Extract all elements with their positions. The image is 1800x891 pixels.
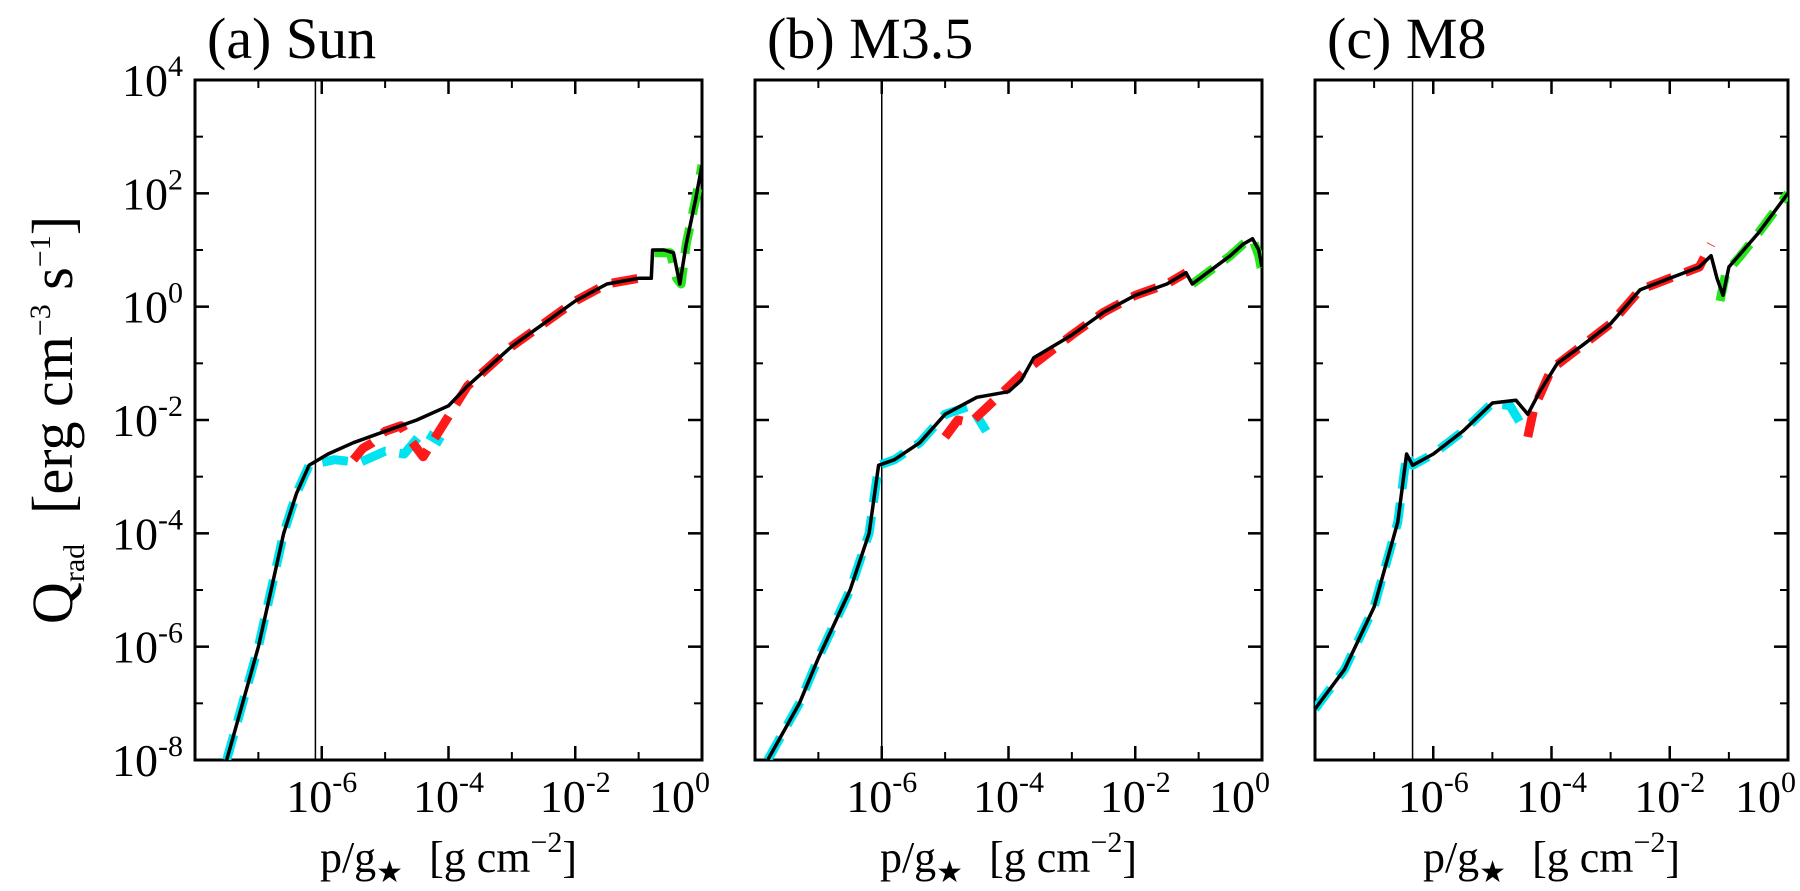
x-axis-title: p/g★ [g cm−2] (880, 826, 1137, 889)
x-tick-label: 10-6 (846, 766, 917, 822)
y-tick-label: 100 (122, 277, 183, 333)
x-tick-label: 100 (1209, 766, 1270, 822)
panel-sun: (a) Sun 10-8 10-6 10-4 10-2 100 102 104 10-6 10-4… (112, 6, 710, 889)
panel-title: (b) M3.5 (767, 6, 973, 71)
series-component_b (941, 268, 1189, 440)
plot-frame (753, 78, 1264, 762)
plot-frame (1313, 78, 1790, 762)
y-tick-label: 10-2 (112, 390, 183, 446)
y-tick-label: 10-8 (112, 730, 183, 786)
y-axis-title: Qrad [erg cm−3 s−1] (20, 216, 91, 624)
x-tick-label: 10-6 (1398, 766, 1469, 822)
y-axis-symbol: Q (20, 582, 85, 624)
series-total (1315, 192, 1788, 711)
x-tick-label: 10-4 (413, 766, 484, 822)
x-tick-label: 100 (649, 766, 710, 822)
x-tick-label: 10-2 (1100, 766, 1171, 822)
y-axis-units-exp2: −1 (24, 235, 57, 267)
series-total (766, 236, 1262, 760)
panel-m3-5: (b) M3.5 10-6 10-4 10-2 100 p/g★ [g cm−2] (753, 6, 1270, 889)
svg-text:Qrad[erg cm−3 s−1]: Qrad [erg cm−3 s−1] (20, 216, 91, 624)
series-component_a (222, 426, 445, 760)
series-total (225, 164, 702, 760)
x-tick-label: 10-2 (1634, 766, 1705, 822)
y-tick-label: 102 (122, 163, 183, 219)
x-tick-label: 10-4 (1516, 766, 1587, 822)
x-tick-label: 10-6 (286, 766, 357, 822)
y-axis-subscript: rad (58, 544, 91, 582)
y-axis-units-end: ] (20, 216, 85, 235)
y-axis-units-mid: s (20, 267, 85, 304)
y-tick-label: 104 (122, 50, 183, 106)
panel-title: (c) M8 (1327, 6, 1486, 71)
x-tick-label: 10-4 (973, 766, 1044, 822)
y-tick-label: 10-6 (112, 617, 183, 673)
series-component_c (654, 164, 702, 289)
x-axis-title: p/g★ [g cm−2] (1423, 826, 1680, 889)
y-tick-label: 10-4 (112, 503, 183, 559)
x-axis-title: p/g★ [g cm−2] (320, 826, 577, 889)
series-component_a (763, 401, 991, 760)
panel-title: (a) Sun (207, 6, 376, 71)
x-tick-label: 10-2 (540, 766, 611, 822)
y-axis-units-exp1: −3 (24, 304, 57, 336)
series-component_b (349, 273, 640, 463)
panel-m8: (c) M8 10-6 10-4 10-2 100 p/g★ [g cm−2] (1313, 6, 1796, 889)
y-axis-units: [erg cm (20, 336, 85, 514)
x-tick-label: 100 (1735, 766, 1796, 822)
